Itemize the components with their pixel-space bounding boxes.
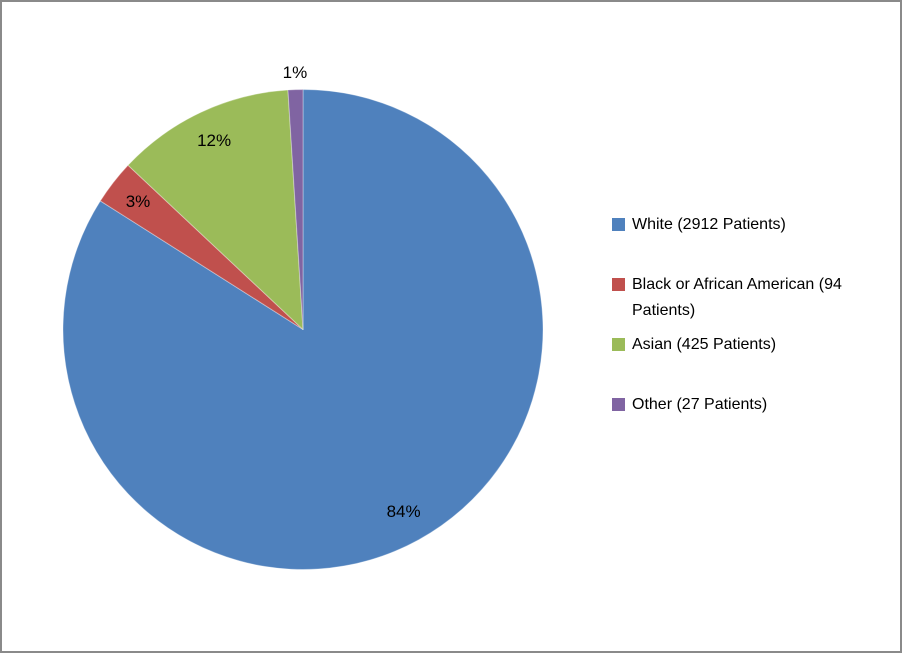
- legend-item-label: Other (27 Patients): [632, 396, 768, 413]
- legend-item-white-2912-patients: White (2912 Patients): [612, 212, 894, 238]
- legend-item-asian-425-patients: Asian (425 Patients): [612, 332, 894, 358]
- legend-item-label: White (2912 Patients): [632, 216, 786, 233]
- legend-swatch-icon: [612, 218, 625, 231]
- slice-percentage-label-other-27-patients: 1%: [282, 62, 308, 82]
- pie-slice-other-27-patients: [287, 89, 304, 330]
- legend-item-label: Asian (425 Patients): [632, 336, 777, 353]
- slice-percentage-label-white-2912-patients: 84%: [386, 502, 421, 522]
- pie-slice-asian-425-patients: [127, 89, 304, 330]
- legend-swatch-icon: [612, 338, 625, 351]
- slice-percentage-label-black-or-african-american-94-patients: 3%: [125, 191, 151, 211]
- slice-percentage-label-asian-425-patients: 12%: [197, 130, 232, 150]
- legend-item-other-27-patients: Other (27 Patients): [612, 392, 894, 418]
- legend-swatch-icon: [612, 398, 625, 411]
- pie-slice-black-or-african-american-94-patients: [99, 164, 304, 330]
- legend-item-black-or-african-american-94-patients: Black or African American (94 Patients): [612, 272, 894, 324]
- pie-slice-white-2912-patients: [62, 89, 544, 570]
- legend-item-label: Black or African American (94 Patients): [632, 276, 842, 319]
- legend-swatch-icon: [612, 278, 625, 291]
